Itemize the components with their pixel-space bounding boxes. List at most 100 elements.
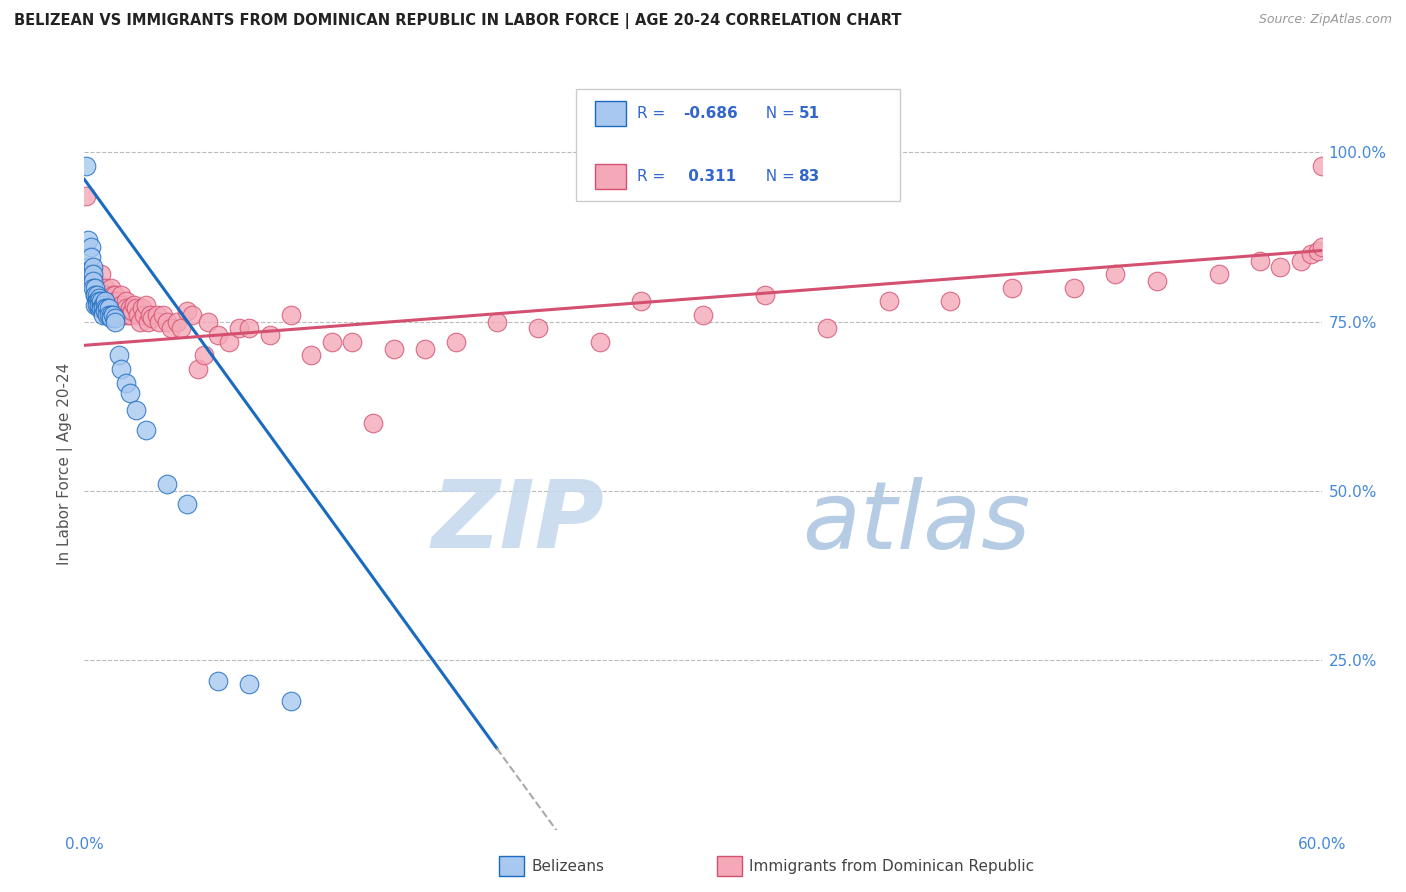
Point: [1208, 267, 1230, 281]
Point: [207, 328, 229, 343]
Point: [87, 281, 110, 295]
Point: [114, 294, 136, 309]
Point: [83, 298, 105, 312]
Point: [118, 301, 141, 315]
Point: [98, 294, 121, 309]
Point: [90, 267, 112, 281]
Point: [166, 315, 188, 329]
Point: [79, 240, 101, 254]
Text: 0.311: 0.311: [683, 169, 737, 184]
Text: R =: R =: [637, 169, 671, 184]
Point: [100, 301, 122, 315]
Point: [105, 294, 128, 309]
Point: [1270, 260, 1292, 275]
Text: 51: 51: [799, 106, 820, 120]
Point: [90, 298, 112, 312]
Point: [82, 274, 104, 288]
Point: [754, 287, 776, 301]
Point: [118, 385, 141, 400]
Point: [176, 498, 198, 512]
Point: [105, 298, 128, 312]
Point: [1306, 244, 1329, 258]
Point: [82, 281, 104, 295]
Point: [79, 267, 101, 281]
Point: [152, 308, 174, 322]
Point: [77, 260, 100, 275]
Point: [135, 423, 157, 437]
Point: [86, 298, 108, 312]
Point: [94, 287, 117, 301]
Point: [91, 301, 114, 315]
Point: [104, 311, 127, 326]
Point: [342, 334, 364, 349]
Text: BELIZEAN VS IMMIGRANTS FROM DOMINICAN REPUBLIC IN LABOR FORCE | AGE 20-24 CORREL: BELIZEAN VS IMMIGRANTS FROM DOMINICAN RE…: [14, 13, 901, 29]
Point: [86, 294, 108, 309]
Point: [160, 321, 183, 335]
Point: [141, 311, 163, 326]
Point: [148, 315, 170, 329]
Point: [100, 281, 122, 295]
Point: [527, 321, 550, 335]
Point: [815, 321, 838, 335]
Text: N =: N =: [756, 169, 800, 184]
Point: [91, 308, 114, 322]
Point: [96, 287, 118, 301]
Point: [170, 321, 193, 335]
Point: [83, 274, 105, 288]
Point: [104, 294, 127, 309]
Point: [145, 308, 167, 322]
Point: [485, 315, 508, 329]
Point: [135, 298, 157, 312]
Point: [108, 294, 131, 309]
Point: [444, 334, 467, 349]
Point: [156, 315, 179, 329]
Point: [630, 294, 652, 309]
Point: [117, 308, 139, 322]
Point: [131, 301, 153, 315]
Point: [110, 362, 132, 376]
Point: [193, 349, 215, 363]
Point: [75, 189, 97, 203]
Point: [118, 308, 141, 322]
Point: [83, 281, 105, 295]
Point: [692, 308, 714, 322]
Point: [139, 308, 162, 322]
Point: [361, 416, 384, 430]
Point: [280, 308, 302, 322]
Point: [110, 287, 132, 301]
Point: [129, 315, 152, 329]
Point: [90, 301, 112, 315]
Point: [86, 291, 108, 305]
Point: [136, 315, 159, 329]
Point: [413, 342, 436, 356]
Point: [180, 308, 202, 322]
Text: Immigrants from Dominican Republic: Immigrants from Dominican Republic: [749, 859, 1035, 873]
Point: [280, 694, 302, 708]
Point: [125, 402, 148, 417]
Point: [96, 301, 118, 315]
Text: atlas: atlas: [801, 477, 1031, 568]
Point: [176, 304, 198, 318]
Point: [77, 233, 100, 247]
Point: [877, 294, 900, 309]
Point: [108, 349, 131, 363]
Y-axis label: In Labor Force | Age 20-24: In Labor Force | Age 20-24: [58, 363, 73, 565]
Text: -0.686: -0.686: [683, 106, 738, 120]
Point: [91, 294, 114, 309]
Point: [91, 298, 114, 312]
Point: [207, 673, 229, 688]
Point: [238, 321, 260, 335]
Point: [87, 298, 110, 312]
Point: [83, 287, 105, 301]
Point: [259, 328, 281, 343]
Text: ZIP: ZIP: [432, 476, 605, 568]
Text: N =: N =: [756, 106, 800, 120]
Point: [90, 294, 112, 309]
Point: [1289, 253, 1312, 268]
Point: [321, 334, 343, 349]
Point: [1249, 253, 1271, 268]
Text: Source: ZipAtlas.com: Source: ZipAtlas.com: [1258, 13, 1392, 27]
Point: [112, 308, 135, 322]
Point: [96, 308, 118, 322]
Point: [98, 301, 121, 315]
